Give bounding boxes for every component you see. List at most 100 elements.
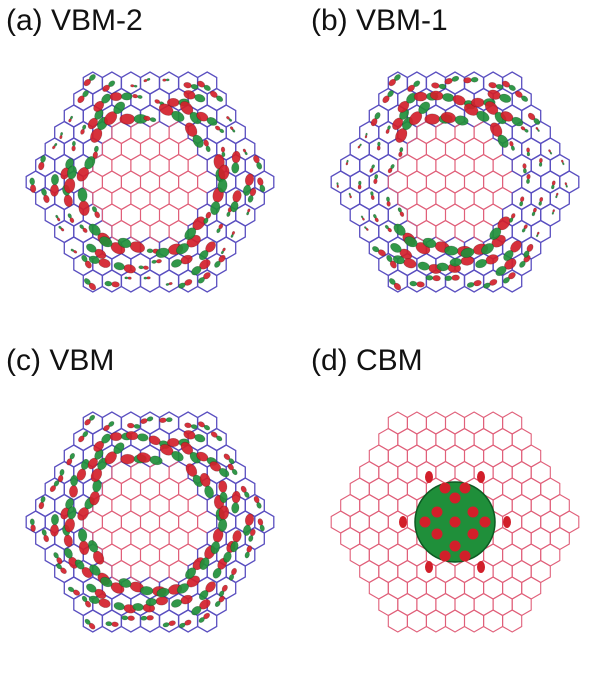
negative-lobe (259, 184, 266, 192)
negative-lobe (442, 93, 455, 103)
negative-lobe (373, 214, 377, 219)
negative-lobe (454, 114, 469, 126)
negative-lobe (51, 174, 59, 185)
negative-lobe (526, 179, 530, 184)
positive-lobe (450, 541, 461, 552)
negative-lobe (147, 78, 151, 81)
positive-lobe (460, 551, 471, 562)
positive-lobe (143, 266, 149, 270)
negative-lobe (409, 281, 417, 287)
negative-lobe (244, 551, 250, 558)
positive-lobe (477, 561, 485, 573)
outer-ring (560, 171, 579, 193)
negative-lobe (365, 133, 367, 136)
negative-lobe (374, 174, 378, 179)
negative-lobe (417, 261, 430, 272)
negative-lobe (146, 416, 153, 422)
positive-lobe (431, 82, 440, 89)
negative-lobe (59, 469, 65, 476)
positive-lobe (420, 517, 431, 528)
positive-lobe (50, 524, 59, 536)
positive-lobe (69, 485, 78, 497)
negative-lobe (346, 160, 348, 163)
negative-lobe (104, 281, 112, 287)
positive-lobe (132, 94, 138, 99)
positive-lobe (520, 196, 525, 202)
positive-lobe (463, 77, 471, 83)
negative-lobe (371, 164, 375, 169)
positive-lobe (337, 185, 339, 188)
positive-lobe (414, 92, 427, 101)
negative-lobe (387, 125, 391, 130)
positive-lobe (111, 281, 120, 287)
negative-lobe (336, 182, 338, 185)
positive-lobe (155, 596, 168, 606)
negative-lobe (562, 162, 565, 165)
negative-lobe (246, 212, 249, 216)
positive-lobe (30, 184, 37, 193)
negative-lobe (449, 258, 462, 267)
panel-label-c: (c) VBM (6, 344, 114, 378)
negative-lobe (40, 155, 47, 163)
positive-lobe (398, 151, 403, 157)
positive-lobe (231, 491, 240, 504)
negative-lobe (538, 201, 542, 206)
positive-lobe (97, 257, 111, 269)
panel-label-d: (d) CBM (311, 344, 423, 378)
negative-lobe (555, 195, 557, 198)
negative-lobe (370, 191, 374, 196)
positive-lobe (473, 279, 482, 286)
positive-lobe (231, 151, 240, 164)
negative-lobe (166, 417, 173, 422)
negative-lobe (113, 601, 125, 611)
negative-lobe (151, 260, 156, 264)
negative-lobe (166, 283, 170, 286)
negative-lobe (536, 234, 539, 237)
negative-lobe (72, 141, 76, 146)
negative-lobe (147, 249, 153, 253)
negative-lobe (471, 77, 479, 83)
negative-lobe (191, 424, 198, 430)
negative-lobe (397, 207, 402, 213)
positive-lobe (38, 161, 45, 170)
positive-lobe (416, 281, 425, 287)
negative-lobe (155, 247, 170, 259)
negative-lobe (70, 116, 73, 120)
negative-lobe (519, 201, 523, 206)
negative-lobe (531, 212, 535, 217)
positive-lobe (78, 200, 90, 216)
negative-lobe (137, 433, 149, 442)
negative-lobe (358, 181, 361, 185)
positive-lobe (440, 483, 451, 494)
negative-lobe (29, 178, 35, 186)
negative-lobe (364, 226, 367, 229)
positive-lobe (50, 184, 59, 196)
negative-lobe (30, 519, 35, 526)
positive-lobe (471, 98, 484, 107)
orbital-diagram-d (305, 380, 605, 678)
positive-lobe (371, 195, 375, 200)
positive-lobe (221, 147, 225, 153)
negative-lobe (552, 212, 554, 215)
positive-lobe (425, 561, 433, 573)
negative-lobe (226, 211, 231, 217)
panel-a: (a) VBM-2 (0, 0, 300, 338)
positive-lobe (432, 529, 443, 540)
panel-c: (c) VBM (0, 340, 300, 678)
positive-lobe (162, 79, 166, 82)
negative-lobe (467, 282, 475, 289)
positive-lobe (57, 475, 63, 483)
negative-lobe (205, 145, 211, 152)
positive-lobe (468, 529, 479, 540)
positive-lobe (231, 189, 242, 203)
lattice (26, 72, 274, 292)
negative-lobe (162, 622, 169, 628)
negative-lobe (55, 215, 59, 219)
positive-lobe (377, 146, 380, 151)
negative-lobe (149, 455, 163, 466)
positive-lobe (460, 483, 471, 494)
positive-lobe (110, 92, 122, 101)
negative-lobe (51, 514, 59, 525)
negative-lobe (150, 117, 157, 122)
negative-lobe (144, 277, 147, 279)
